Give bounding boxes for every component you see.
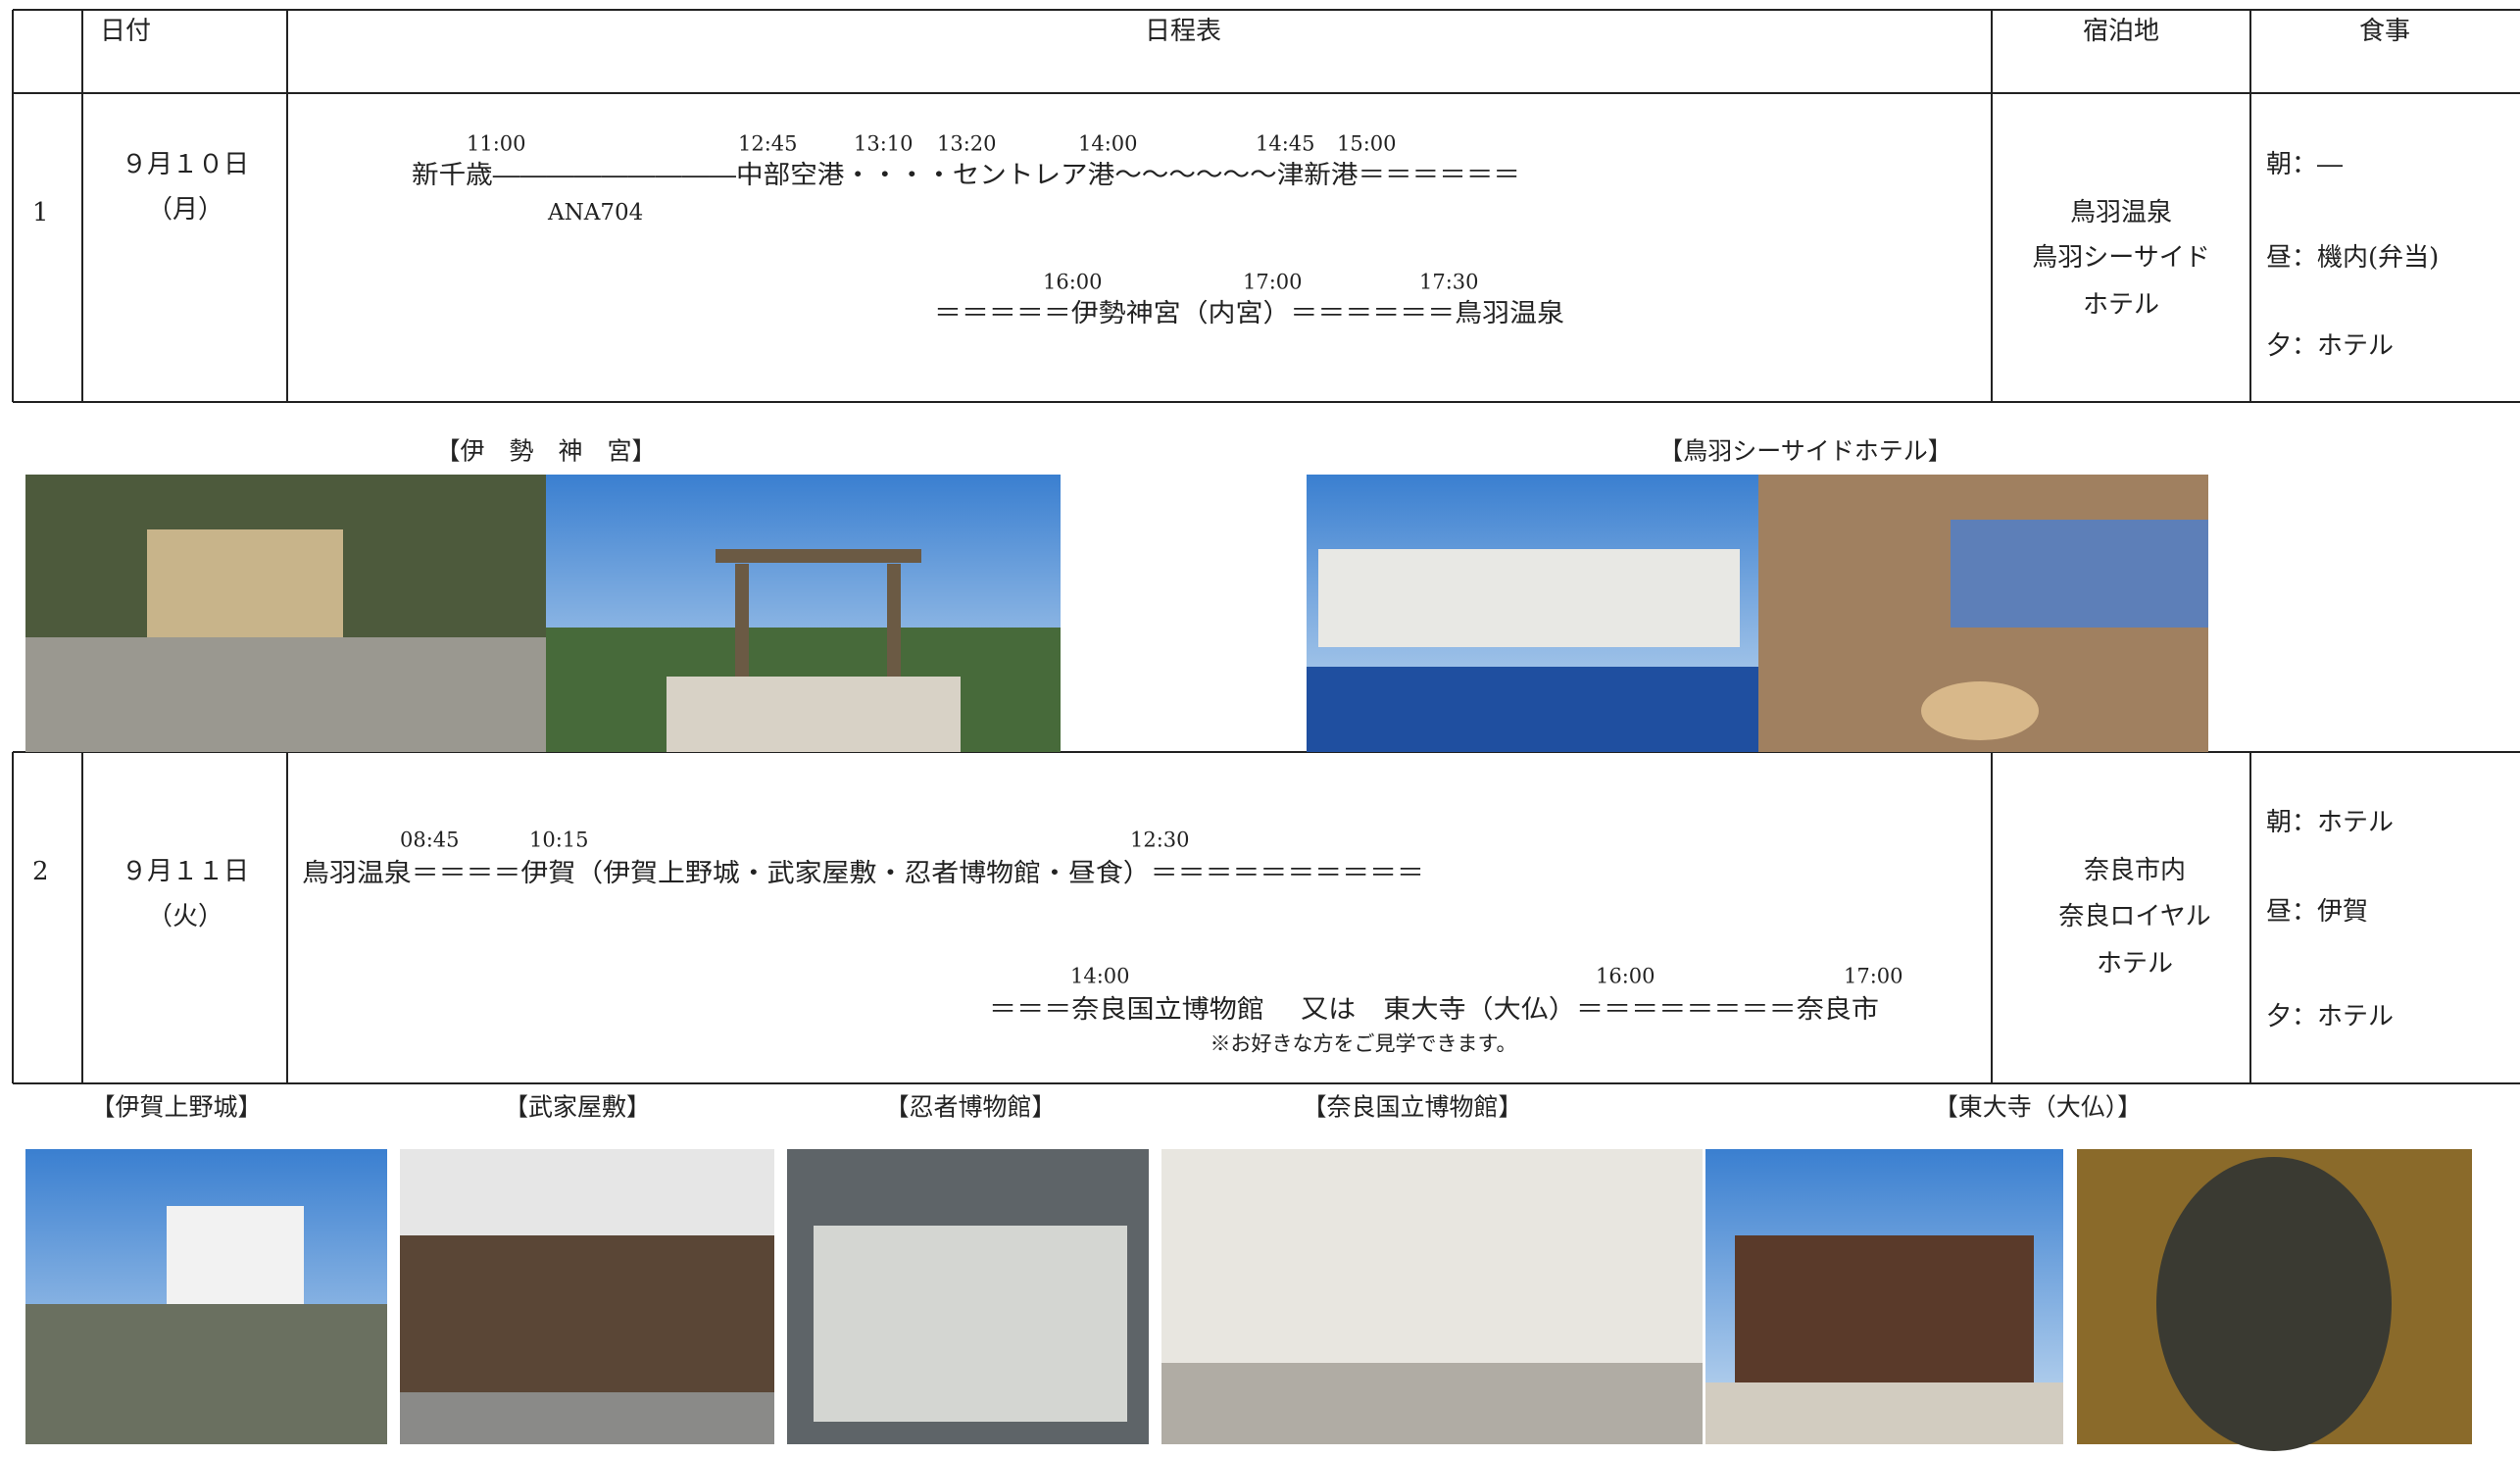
header-cell: 日程表 xyxy=(1145,17,1221,46)
time: 12:30 xyxy=(1130,829,1190,852)
photo-caption: 【忍者博物館】 xyxy=(884,1093,1056,1122)
lodging: 奈良市内 xyxy=(2084,856,2186,885)
time: 08:45 xyxy=(400,829,460,852)
header-cell: 食事 xyxy=(2359,17,2410,46)
lodging: 鳥羽シーサイド xyxy=(2032,243,2209,273)
time: 17:30 xyxy=(1419,271,1479,294)
schedule-line: 鳥羽温泉＝＝＝＝伊賀（伊賀上野城・武家屋敷・忍者博物館・昼食）＝＝＝＝＝＝＝＝＝… xyxy=(302,859,1424,888)
day-weekday: （火） xyxy=(147,902,223,931)
time: 14:45 xyxy=(1256,132,1315,156)
header-cell: 宿泊地 xyxy=(2083,17,2159,46)
photos xyxy=(25,475,2472,1451)
photo-samurai-house xyxy=(400,1149,774,1444)
photo-todaiji-hall xyxy=(1705,1149,2063,1444)
day-weekday: （月） xyxy=(147,195,223,225)
time: 15:00 xyxy=(1337,132,1397,156)
schedule-line: ＝＝＝＝＝伊勢神宮（内宮）＝＝＝＝＝＝鳥羽温泉 xyxy=(934,299,1564,328)
time: 16:00 xyxy=(1043,271,1103,294)
time: 17:00 xyxy=(1844,965,1903,988)
photo-caption: 【東大寺（大仏）】 xyxy=(1934,1093,2143,1122)
lodging: 奈良ロイヤル xyxy=(2058,902,2210,931)
photo-caption: 【伊賀上野城】 xyxy=(90,1093,262,1122)
photo-caption: 【鳥羽シーサイドホテル】 xyxy=(1658,437,1952,466)
photo-nara-museum xyxy=(1161,1149,1703,1444)
time: 11:00 xyxy=(467,132,526,156)
photo-caption: 【武家屋敷】 xyxy=(504,1093,651,1122)
meal: 朝：― xyxy=(2266,150,2343,179)
day-number: 2 xyxy=(32,857,49,886)
header-cell: 日付 xyxy=(100,17,151,46)
meal: 夕：ホテル xyxy=(2266,331,2394,361)
lodging: ホテル xyxy=(2097,949,2173,979)
photo-great-buddha xyxy=(2077,1149,2472,1451)
lodging: 鳥羽温泉 xyxy=(2070,198,2172,227)
photo-caption: 【伊 勢 神 宮】 xyxy=(435,437,656,466)
meal: 昼：機内(弁当) xyxy=(2266,243,2439,273)
time: 14:00 xyxy=(1070,965,1130,988)
schedule-note: ※お好きな方をご見学できます。 xyxy=(1211,1032,1517,1056)
day-date: ９月１０日 xyxy=(122,150,249,179)
time: 13:10 xyxy=(854,132,914,156)
photo-iga-castle xyxy=(25,1149,387,1444)
photo-hotel-exterior xyxy=(1307,475,1758,752)
schedule-line: ＝＝＝奈良国立博物館 又は 東大寺（大仏）＝＝＝＝＝＝＝＝奈良市 xyxy=(989,995,1879,1025)
photo-ise-shrine-gate xyxy=(25,475,546,752)
lodging: ホテル xyxy=(2083,290,2159,320)
meal: 昼：伊賀 xyxy=(2266,897,2368,927)
time: 16:00 xyxy=(1596,965,1655,988)
time: 10:15 xyxy=(529,829,589,852)
flight-number: ANA704 xyxy=(547,200,643,226)
photo-caption: 【奈良国立博物館】 xyxy=(1302,1093,1522,1122)
time: 17:00 xyxy=(1243,271,1303,294)
time: 12:45 xyxy=(738,132,798,156)
meal: 朝：ホテル xyxy=(2266,808,2394,837)
photo-ninja-museum xyxy=(787,1149,1149,1444)
photo-hotel-bath xyxy=(1758,475,2208,752)
time: 14:00 xyxy=(1078,132,1138,156)
schedule-line: 新千歳―――――――――中部空港・・・・セントレア港～～～～～～津新港＝＝＝＝＝… xyxy=(412,161,1520,190)
time: 13:20 xyxy=(937,132,997,156)
meal: 夕：ホテル xyxy=(2266,1002,2394,1031)
day-number: 1 xyxy=(32,198,49,227)
day-date: ９月１１日 xyxy=(122,857,249,886)
photo-ise-torii xyxy=(546,475,1061,752)
